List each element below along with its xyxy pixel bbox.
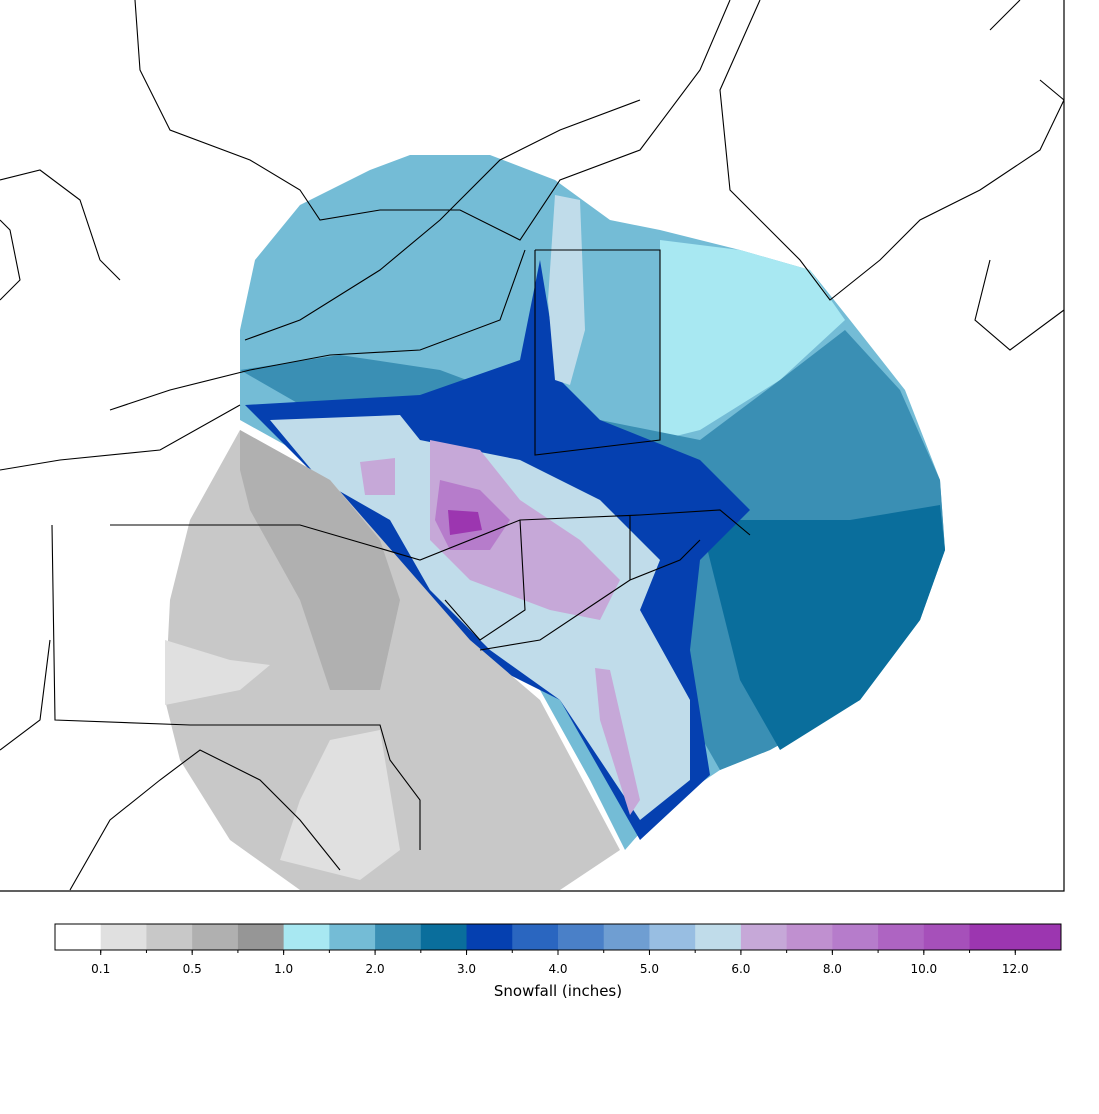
snow-region-pale-north — [548, 195, 585, 385]
colorbar-tick-label: 1.0 — [274, 962, 293, 976]
snow-region-max — [448, 510, 482, 535]
colorbar-segment — [375, 924, 422, 950]
colorbar-tick-label: 0.5 — [183, 962, 202, 976]
snow-region-cyan — [660, 240, 845, 440]
colorbar-segment — [55, 924, 102, 950]
colorbar-segment — [100, 924, 147, 950]
colorbar-segment — [740, 924, 788, 950]
map — [0, 0, 1065, 892]
snow-region-dark-gray — [240, 430, 400, 690]
snow-region-teal — [700, 505, 945, 750]
snow-region-light-gray — [165, 640, 400, 880]
colorbar-tick-label: 8.0 — [823, 962, 842, 976]
colorbar-segment — [192, 924, 239, 950]
colorbar-segment — [786, 924, 833, 950]
colorbar-segment — [466, 924, 513, 950]
colorbar-segment — [329, 924, 376, 950]
colorbar-segment — [1015, 924, 1062, 950]
colorbar-segment — [603, 924, 650, 950]
colorbar-tick-label: 5.0 — [640, 962, 659, 976]
colorbar-tick-label: 3.0 — [457, 962, 476, 976]
colorbar-segment — [146, 924, 193, 950]
colorbar-segment — [558, 924, 605, 950]
map-frame — [0, 0, 1065, 892]
colorbar-segment — [283, 924, 330, 950]
colorbar-segment — [878, 924, 925, 950]
colorbar: 0.1 0.5 1.0 2.0 3.0 4.0 5.0 6.0 8.0 10.0 12.0 — [54, 923, 1062, 976]
colorbar-tick-label: 10.0 — [910, 962, 937, 976]
colorbar-label: Snowfall (inches) — [494, 982, 622, 1000]
snow-region-lavender — [430, 440, 620, 620]
colorbar-segment — [237, 924, 285, 950]
colorbar-segment — [420, 924, 468, 950]
colorbar-tick-label: 0.1 — [91, 962, 110, 976]
colorbar-tick-label: 2.0 — [366, 962, 385, 976]
colorbar-segment — [832, 924, 879, 950]
colorbar-tick-label: 4.0 — [548, 962, 567, 976]
snow-region-pale — [270, 415, 690, 820]
colorbar-segment — [695, 924, 742, 950]
colorbar-segment — [512, 924, 559, 950]
colorbar-tick-label: 12.0 — [1002, 962, 1029, 976]
snow-region-lavender-south — [595, 668, 640, 815]
colorbar-segment — [969, 924, 1016, 950]
colorbar-segment — [923, 924, 971, 950]
coastline — [0, 0, 1065, 891]
snow-region-lavender-west — [360, 458, 395, 495]
colorbar-segment — [649, 924, 696, 950]
colorbar-tick-label: 6.0 — [731, 962, 750, 976]
